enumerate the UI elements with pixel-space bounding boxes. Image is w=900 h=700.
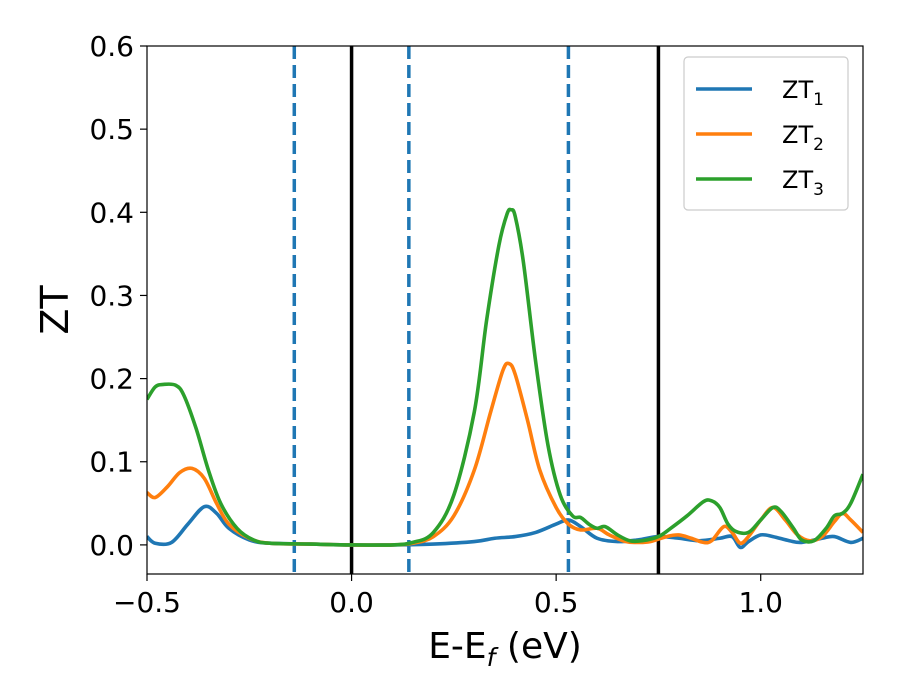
y-tick-label: 0.4 [89, 196, 134, 229]
x-tick-label: −0.5 [113, 586, 181, 619]
x-tick-label: 0.5 [534, 586, 579, 619]
y-tick-label: 0.1 [89, 446, 134, 479]
reference-lines [292, 46, 661, 574]
series-line-zt2 [147, 361, 863, 547]
y-tick-label: 0.5 [89, 113, 134, 146]
y-tick-label: 0.0 [89, 529, 134, 562]
series-line-zt3 [147, 207, 863, 547]
y-tick-label: 0.2 [89, 363, 134, 396]
legend-item-zt1: ZT1 [696, 76, 824, 110]
legend-box [683, 56, 849, 211]
legend-item-zt3: ZT3 [696, 166, 824, 200]
legend-item-zt2: ZT2 [696, 121, 824, 155]
legend-label: ZT2 [782, 121, 824, 155]
y-tick-label: 0.3 [89, 279, 134, 312]
legend-label: ZT3 [782, 166, 824, 200]
series-line-zt1 [147, 504, 863, 550]
y-axis-label: ZT [33, 285, 77, 335]
legend: ZT1 ZT2 ZT3 [683, 56, 849, 211]
x-axis-label-unit: (eV) [495, 626, 581, 667]
legend-label: ZT1 [782, 76, 824, 110]
x-tick-label: 0.0 [329, 586, 374, 619]
y-tick-label: 0.6 [89, 30, 134, 63]
x-tick-label: 1.0 [738, 586, 783, 619]
series-lines [147, 207, 863, 550]
x-axis-label: E-Ef (eV) [428, 626, 582, 672]
x-axis-ticks: −0.5 0.0 0.5 1.0 [113, 574, 783, 619]
x-axis-label-main: E-E [428, 626, 486, 667]
y-axis-ticks: 0.0 0.1 0.2 0.3 0.4 0.5 0.6 [89, 30, 147, 562]
plot-area-frame [146, 45, 864, 575]
